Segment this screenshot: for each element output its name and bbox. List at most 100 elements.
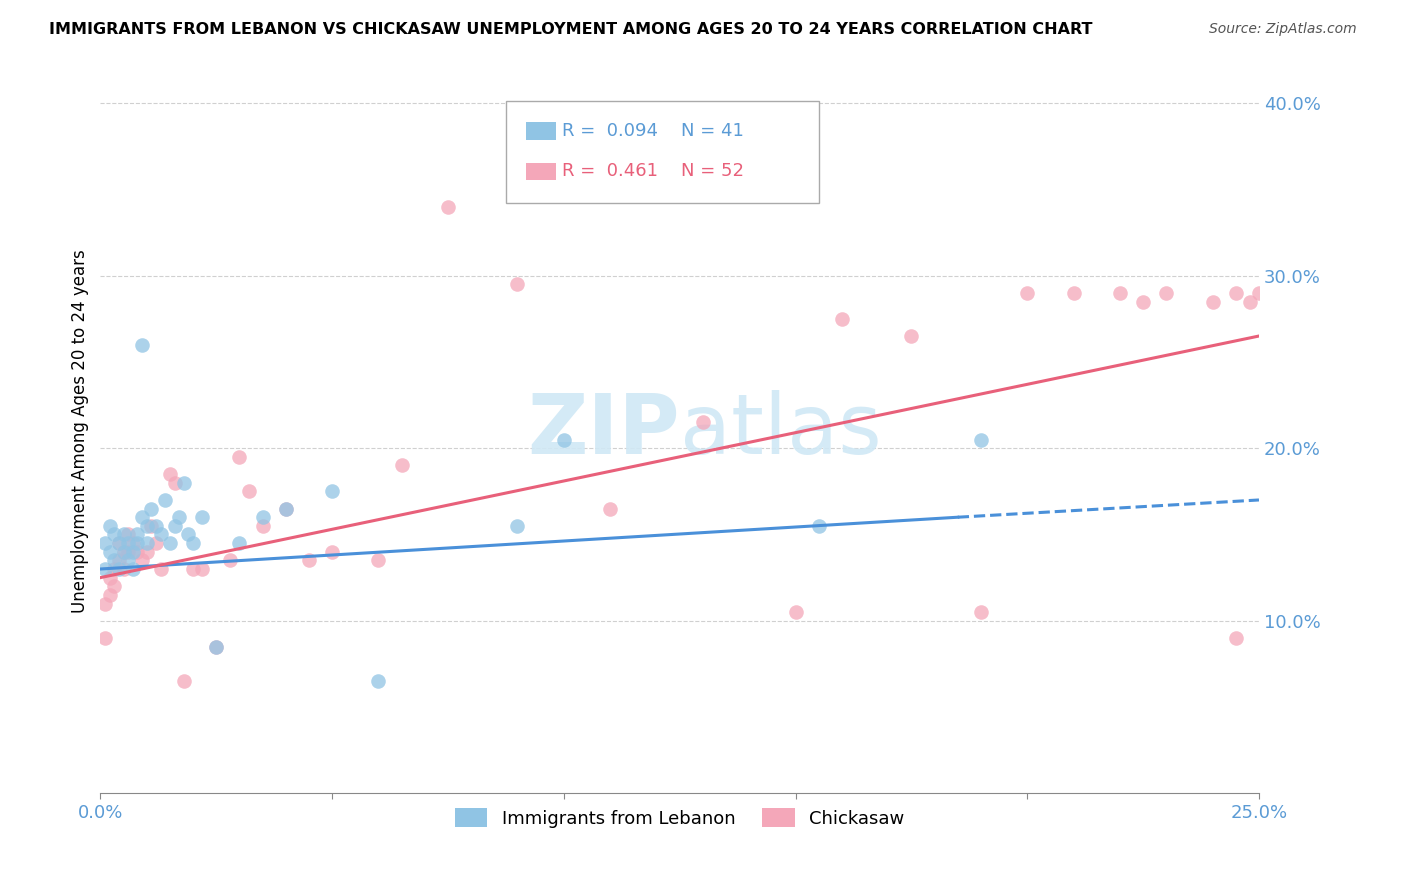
Point — [117, 545, 139, 559]
Point — [807, 519, 830, 533]
Point — [553, 433, 575, 447]
Point — [145, 536, 167, 550]
Point — [121, 545, 143, 559]
Point — [135, 536, 157, 550]
Legend: Immigrants from Lebanon, Chickasaw: Immigrants from Lebanon, Chickasaw — [447, 801, 912, 835]
Point — [108, 553, 131, 567]
Point — [131, 337, 153, 351]
Point — [141, 501, 163, 516]
Point — [167, 510, 190, 524]
Point — [191, 510, 214, 524]
Point — [970, 433, 993, 447]
Point — [108, 562, 131, 576]
Point — [274, 501, 297, 516]
Point — [103, 527, 125, 541]
Text: IMMIGRANTS FROM LEBANON VS CHICKASAW UNEMPLOYMENT AMONG AGES 20 TO 24 YEARS CORR: IMMIGRANTS FROM LEBANON VS CHICKASAW UNE… — [49, 22, 1092, 37]
Point — [191, 562, 214, 576]
Point — [121, 562, 143, 576]
Point — [177, 527, 200, 541]
Point — [173, 475, 195, 490]
Point — [1239, 294, 1261, 309]
Point — [131, 553, 153, 567]
Point — [173, 674, 195, 689]
Point — [228, 536, 250, 550]
Point — [181, 536, 204, 550]
Point — [117, 527, 139, 541]
Point — [108, 536, 131, 550]
Point — [135, 545, 157, 559]
Point — [141, 519, 163, 533]
Point — [145, 519, 167, 533]
Point — [127, 527, 149, 541]
Point — [112, 562, 135, 576]
Point — [1201, 294, 1223, 309]
Point — [599, 501, 621, 516]
Point — [785, 605, 807, 619]
Point — [1247, 285, 1270, 300]
Point — [391, 458, 413, 473]
Point — [94, 597, 117, 611]
Point — [238, 484, 260, 499]
Point — [219, 553, 242, 567]
Y-axis label: Unemployment Among Ages 20 to 24 years: Unemployment Among Ages 20 to 24 years — [72, 249, 89, 613]
FancyBboxPatch shape — [526, 162, 555, 180]
Point — [437, 200, 460, 214]
Point — [98, 571, 121, 585]
Point — [94, 562, 117, 576]
Point — [205, 640, 228, 654]
Point — [98, 545, 121, 559]
Point — [159, 536, 181, 550]
Point — [163, 519, 186, 533]
Point — [506, 277, 529, 292]
Point — [321, 484, 343, 499]
Point — [98, 588, 121, 602]
Point — [117, 553, 139, 567]
Point — [121, 536, 143, 550]
Point — [1225, 631, 1247, 645]
Point — [155, 492, 177, 507]
Text: R =  0.094    N = 41: R = 0.094 N = 41 — [562, 122, 744, 140]
Point — [274, 501, 297, 516]
Point — [159, 467, 181, 481]
Point — [1225, 285, 1247, 300]
Point — [321, 545, 343, 559]
Point — [900, 329, 922, 343]
Point — [1017, 285, 1039, 300]
Point — [506, 519, 529, 533]
Point — [692, 415, 714, 429]
Point — [103, 562, 125, 576]
Point — [228, 450, 250, 464]
Point — [112, 545, 135, 559]
Point — [108, 536, 131, 550]
Point — [103, 579, 125, 593]
FancyBboxPatch shape — [506, 101, 818, 202]
Point — [98, 519, 121, 533]
Point — [1132, 294, 1154, 309]
Text: ZIP: ZIP — [527, 391, 679, 472]
Point — [298, 553, 321, 567]
FancyBboxPatch shape — [526, 122, 555, 140]
Point — [163, 475, 186, 490]
Point — [367, 674, 389, 689]
Point — [205, 640, 228, 654]
Point — [117, 536, 139, 550]
Text: Source: ZipAtlas.com: Source: ZipAtlas.com — [1209, 22, 1357, 37]
Text: atlas: atlas — [679, 391, 882, 472]
Point — [94, 536, 117, 550]
Point — [831, 311, 853, 326]
Point — [181, 562, 204, 576]
Point — [149, 562, 172, 576]
Point — [127, 545, 149, 559]
Point — [1109, 285, 1132, 300]
Text: R =  0.461    N = 52: R = 0.461 N = 52 — [562, 162, 744, 180]
Point — [127, 536, 149, 550]
Point — [94, 631, 117, 645]
Point — [252, 519, 274, 533]
Point — [149, 527, 172, 541]
Point — [103, 553, 125, 567]
Point — [112, 545, 135, 559]
Point — [970, 605, 993, 619]
Point — [1063, 285, 1085, 300]
Point — [131, 510, 153, 524]
Point — [252, 510, 274, 524]
